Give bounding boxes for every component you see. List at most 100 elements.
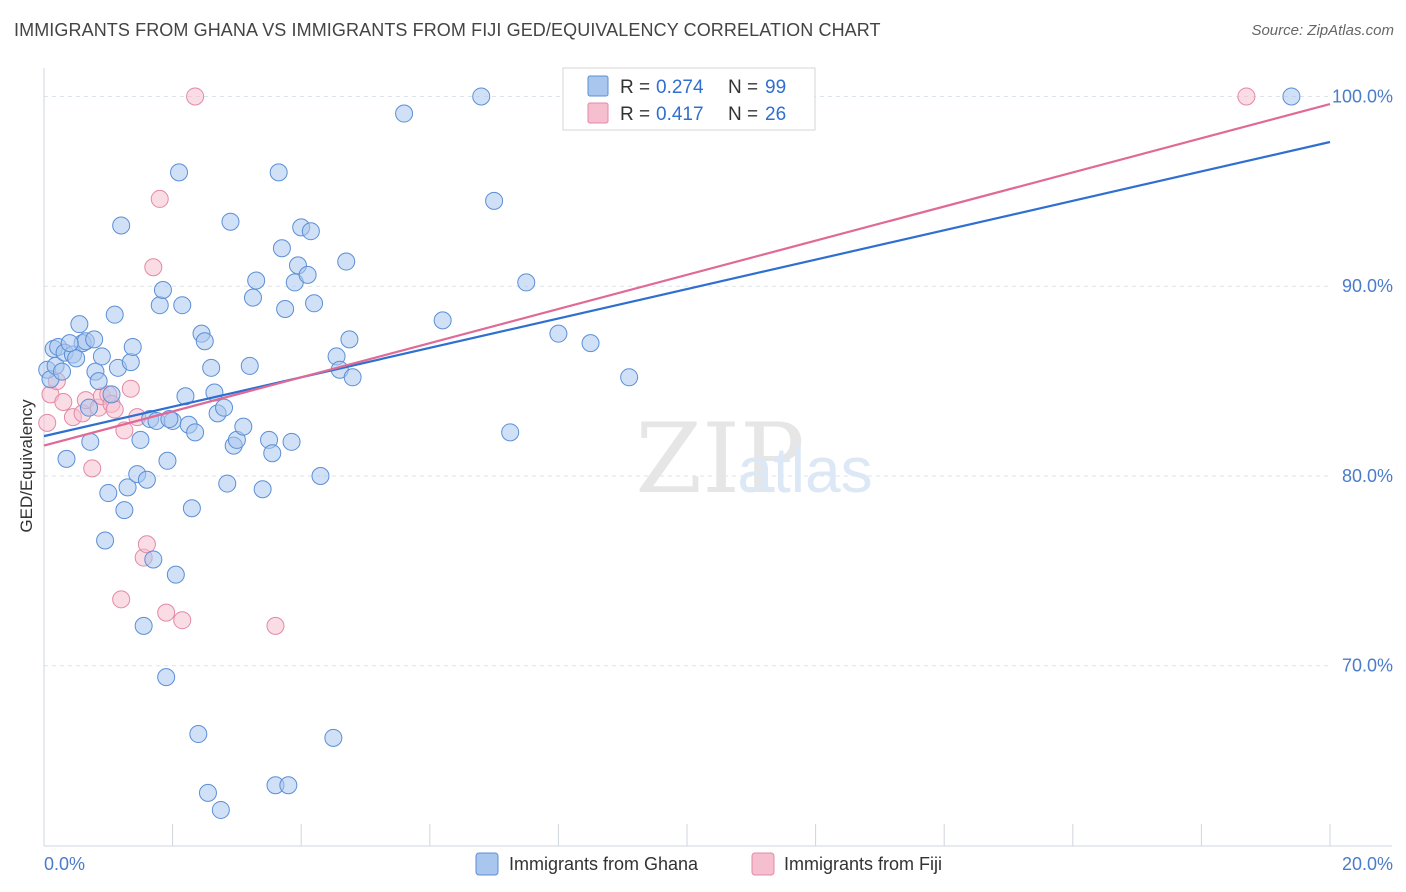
x-tick-label: 0.0% — [44, 854, 85, 874]
ghana-point — [80, 398, 99, 417]
tick-labels: 70.0% 80.0% 90.0% 100.0% 0.0% 20.0% — [44, 86, 1393, 874]
ghana-trend-line — [43, 140, 1331, 438]
bottom-legend-label-fiji: Immigrants from Fiji — [784, 854, 942, 874]
ghana-point — [305, 294, 324, 313]
ghana-point — [57, 449, 76, 468]
ghana-point — [112, 216, 131, 235]
ghana-point — [620, 368, 639, 387]
ghana-point — [215, 398, 234, 417]
ghana-point — [53, 362, 72, 381]
ghana-point — [340, 330, 359, 349]
fiji-point — [157, 603, 176, 622]
ghana-point — [269, 163, 288, 182]
ghana-point — [218, 474, 237, 493]
fiji-trend-line — [43, 102, 1331, 447]
legend-r-value-ghana: 0.274 — [656, 77, 704, 98]
fiji-point — [112, 590, 131, 609]
ghana-point — [243, 288, 262, 307]
ghana-points — [38, 87, 1301, 819]
legend-swatch-ghana — [587, 75, 609, 97]
axes — [43, 68, 1392, 847]
ghana-point — [472, 87, 491, 106]
legend-n-value-ghana: 99 — [765, 77, 786, 98]
fiji-point — [83, 459, 102, 478]
ghana-point — [85, 330, 104, 349]
legend-r-label-ghana: R = — [620, 77, 650, 98]
ghana-point — [158, 451, 177, 470]
ghana-point — [70, 315, 89, 334]
ghana-point — [157, 668, 176, 687]
legend-n-label-fiji: N = — [728, 104, 758, 125]
ghana-point — [131, 430, 150, 449]
ghana-point — [96, 531, 115, 550]
ghana-point — [263, 444, 282, 463]
ghana-point — [170, 163, 189, 182]
bottom-legend: Immigrants from Ghana Immigrants from Fi… — [475, 852, 942, 876]
ghana-point — [198, 783, 217, 802]
ghana-point — [118, 478, 137, 497]
ghana-point — [1282, 87, 1301, 106]
ghana-point — [60, 334, 79, 353]
y-tick-label: 100.0% — [1332, 86, 1393, 106]
ghana-point — [211, 800, 230, 819]
bottom-legend-swatch-ghana — [475, 852, 499, 876]
fiji-point — [54, 392, 73, 411]
ghana-point — [92, 347, 111, 366]
watermark-zip: ZIP — [635, 403, 804, 515]
ghana-point — [144, 550, 163, 569]
fiji-point — [1237, 87, 1256, 106]
fiji-point — [173, 611, 192, 630]
ghana-point — [343, 368, 362, 387]
x-tick-label: 20.0% — [1342, 854, 1393, 874]
grid-lines — [44, 95, 1330, 667]
fiji-point — [137, 535, 156, 554]
bottom-legend-label-ghana: Immigrants from Ghana — [509, 854, 699, 874]
ghana-point — [581, 334, 600, 353]
ghana-point — [123, 337, 142, 356]
fiji-points — [38, 87, 1256, 635]
legend-r-value-fiji: 0.417 — [656, 104, 704, 125]
ghana-point — [301, 222, 320, 241]
chart-source: Source: ZipAtlas.com — [1251, 22, 1394, 39]
ghana-point — [186, 423, 205, 442]
ghana-point — [150, 296, 169, 315]
ghana-point — [115, 501, 134, 520]
ghana-point — [501, 423, 520, 442]
ghana-point — [433, 311, 452, 330]
y-tick-label: 90.0% — [1342, 276, 1393, 296]
ghana-point — [137, 470, 156, 489]
fiji-point — [186, 87, 205, 106]
ghana-point — [121, 353, 140, 372]
ghana-point — [102, 385, 121, 404]
legend-n-value-fiji: 26 — [765, 104, 786, 125]
ghana-point — [134, 616, 153, 635]
y-axis-label: GED/Equivalency — [17, 399, 36, 533]
ghana-point — [247, 271, 266, 290]
fiji-point — [266, 616, 285, 635]
legend-n-label-ghana: N = — [728, 77, 758, 98]
fiji-point — [144, 258, 163, 277]
ghana-point — [395, 104, 414, 123]
legend-swatch-fiji — [587, 102, 609, 124]
ghana-point — [549, 324, 568, 343]
fiji-point — [121, 379, 140, 398]
ghana-point — [311, 466, 330, 485]
ghana-point — [253, 480, 272, 499]
y-tick-label: 80.0% — [1342, 466, 1393, 486]
ghana-point — [234, 417, 253, 436]
ghana-point — [189, 725, 208, 744]
fiji-point — [38, 413, 57, 432]
ghana-point — [337, 252, 356, 271]
y-tick-label: 70.0% — [1342, 656, 1393, 676]
ghana-point — [105, 305, 124, 324]
ghana-point — [298, 265, 317, 284]
ghana-point — [153, 281, 172, 300]
ghana-point — [99, 484, 118, 503]
ghana-point — [160, 410, 179, 429]
ghana-point — [221, 212, 240, 231]
ghana-point — [240, 356, 259, 375]
ghana-point — [517, 273, 536, 292]
trend-lines — [43, 102, 1331, 447]
ghana-point — [324, 728, 343, 747]
